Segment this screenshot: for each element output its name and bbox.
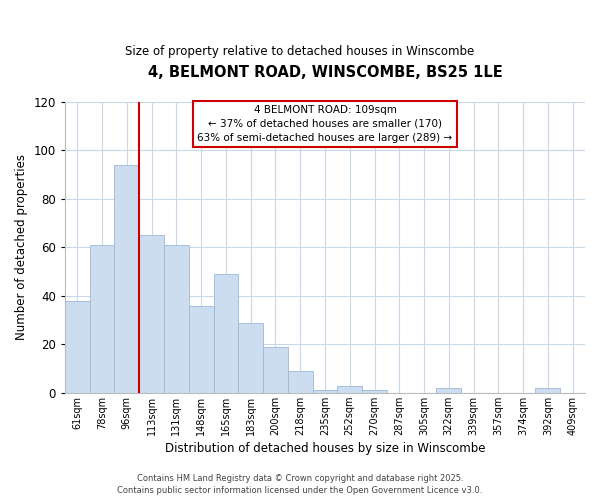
Title: 4, BELMONT ROAD, WINSCOMBE, BS25 1LE: 4, BELMONT ROAD, WINSCOMBE, BS25 1LE — [148, 65, 502, 80]
Bar — [90, 245, 115, 393]
Bar — [214, 274, 238, 393]
Bar — [164, 245, 189, 393]
Bar — [436, 388, 461, 393]
Bar — [535, 388, 560, 393]
Bar — [65, 300, 90, 393]
Y-axis label: Number of detached properties: Number of detached properties — [15, 154, 28, 340]
Bar — [189, 306, 214, 393]
Text: Contains HM Land Registry data © Crown copyright and database right 2025.
Contai: Contains HM Land Registry data © Crown c… — [118, 474, 482, 495]
Text: 4 BELMONT ROAD: 109sqm
← 37% of detached houses are smaller (170)
63% of semi-de: 4 BELMONT ROAD: 109sqm ← 37% of detached… — [197, 105, 452, 143]
Bar — [313, 390, 337, 393]
X-axis label: Distribution of detached houses by size in Winscombe: Distribution of detached houses by size … — [165, 442, 485, 455]
Bar — [263, 346, 288, 393]
Bar — [139, 236, 164, 393]
Bar — [115, 165, 139, 393]
Text: Size of property relative to detached houses in Winscombe: Size of property relative to detached ho… — [125, 45, 475, 58]
Bar — [238, 322, 263, 393]
Bar — [288, 371, 313, 393]
Bar — [337, 386, 362, 393]
Bar — [362, 390, 387, 393]
